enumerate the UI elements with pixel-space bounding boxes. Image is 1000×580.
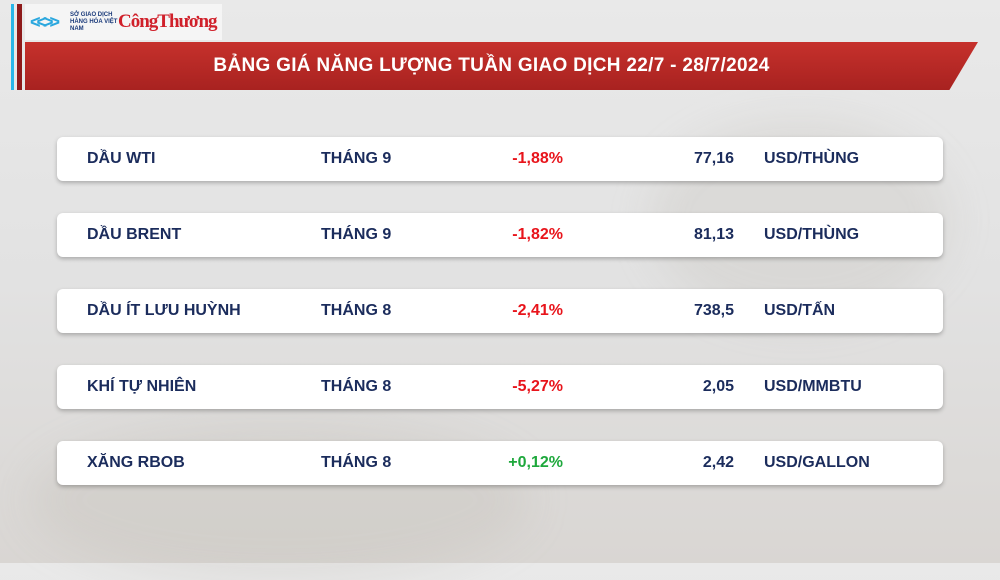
price-unit: USD/THÙNG — [764, 150, 860, 167]
exchange-logo-text: SỞ GIAO DỊCH HÀNG HÓA VIỆT NAM — [70, 11, 118, 32]
contract-month: THÁNG 8 — [321, 302, 392, 319]
commodity-name: DẦU ÍT LƯU HUỲNH — [87, 302, 241, 319]
commodity-name: DẦU WTI — [87, 150, 156, 167]
price-unit: USD/THÙNG — [764, 226, 860, 243]
price-row: DẦU WTI THÁNG 9 -1,88% 77,16 USD/THÙNG — [57, 137, 943, 181]
price-change: -1,82% — [512, 226, 563, 243]
title-banner: BẢNG GIÁ NĂNG LƯỢNG TUẦN GIAO DỊCH 22/7 … — [25, 42, 978, 90]
commodity-name: KHÍ TỰ NHIÊN — [87, 378, 197, 395]
logo: <<>> SỞ GIAO DỊCH HÀNG HÓA VIỆT NAM Công… — [25, 4, 222, 40]
accent-bar-blue — [11, 4, 14, 90]
price-unit: USD/GALLON — [764, 454, 870, 471]
brand-logo-text: CôngThương — [118, 11, 218, 32]
price-change: -1,88% — [512, 150, 563, 167]
price-change: +0,12% — [508, 454, 563, 471]
price-unit: USD/MMBTU — [764, 378, 862, 395]
accent-bar-red — [17, 4, 22, 90]
contract-month: THÁNG 9 — [321, 150, 392, 167]
price-value: 77,16 — [693, 150, 734, 167]
page-title: BẢNG GIÁ NĂNG LƯỢNG TUẦN GIAO DỊCH 22/7 … — [213, 55, 770, 76]
price-row: XĂNG RBOB THÁNG 8 +0,12% 2,42 USD/GALLON — [57, 441, 943, 485]
commodity-name: DẦU BRENT — [87, 226, 182, 243]
price-unit: USD/TẤN — [764, 302, 836, 319]
price-value: 738,5 — [693, 302, 734, 319]
price-change: -5,27% — [512, 378, 563, 395]
commodity-name: XĂNG RBOB — [87, 454, 185, 471]
price-row: DẦU ÍT LƯU HUỲNH THÁNG 8 -2,41% 738,5 USD/TẤ… — [57, 289, 943, 333]
price-row: KHÍ TỰ NHIÊN THÁNG 8 -5,27% 2,05 USD/MMBTU — [57, 365, 943, 409]
price-value: 2,05 — [702, 378, 734, 395]
exchange-logo-icon: <<>> — [30, 12, 60, 32]
contract-month: THÁNG 8 — [321, 454, 392, 471]
price-change: -2,41% — [512, 302, 563, 319]
price-row: DẦU BRENT THÁNG 9 -1,82% 81,13 USD/THÙNG — [57, 213, 943, 257]
price-value: 81,13 — [693, 226, 734, 243]
contract-month: THÁNG 8 — [321, 378, 392, 395]
price-value: 2,42 — [702, 454, 734, 471]
contract-month: THÁNG 9 — [321, 226, 392, 243]
